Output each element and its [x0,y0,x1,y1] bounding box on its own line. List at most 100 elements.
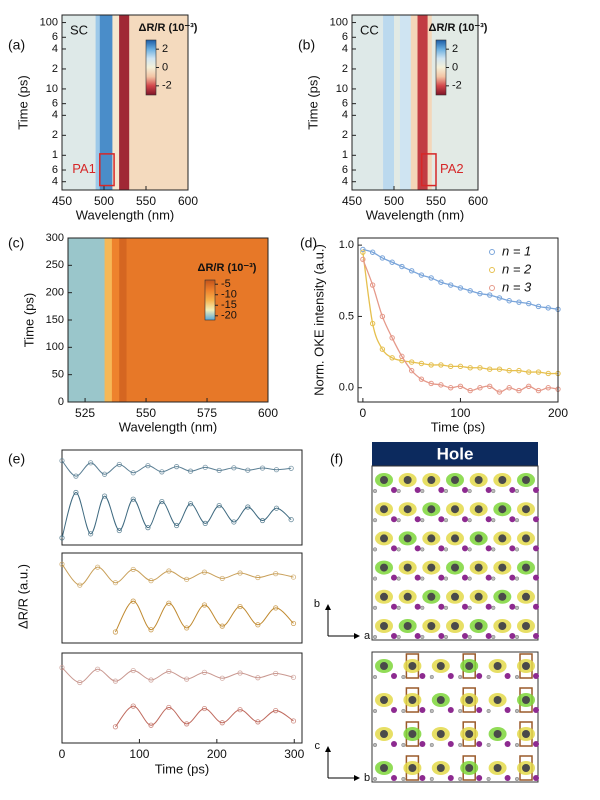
metal-atom [522,563,530,572]
y-tick-label: 100 [40,16,58,28]
halide-atom [476,741,483,747]
colorbar-tick-label: 0 [452,61,458,73]
halide-atom [419,775,426,781]
structure-image: ba [314,465,539,642]
halide-atom [533,741,539,747]
colorbar [435,39,447,96]
halide-atom [533,487,539,493]
colorbar-label: ΔR/R (10⁻³) [139,22,198,34]
light-atom [514,518,520,523]
halide-atom [391,574,397,581]
light-atom [372,605,378,610]
metal-atom [403,505,412,514]
y-tick-label: 6 [342,98,348,110]
data-point [166,600,172,606]
y-tick-label: 6 [52,164,58,176]
plot-frame [61,14,189,191]
light-atom [396,634,401,640]
fit-line [362,259,559,393]
metal-atom [474,592,483,601]
light-atom [467,576,472,581]
x-tick-label: 525 [75,406,95,420]
halide-atom [414,574,421,581]
data-point [130,703,136,709]
heat-column [126,238,269,402]
data-point [130,598,136,604]
y-tick-label: 0.0 [339,382,354,394]
plot-frame [351,14,479,191]
metal-atom [380,476,388,484]
x-tick-label: 200 [548,406,568,420]
structure-frame [371,465,539,641]
data-point [273,505,280,511]
data-point [389,259,395,265]
light-atom [372,547,378,552]
halide-atom [391,673,397,679]
data-point [290,574,297,580]
halide-atom [414,633,421,639]
metal-atom [451,563,459,572]
metal-atom [451,622,459,630]
light-atom [401,674,406,680]
light-atom [443,605,449,610]
light-atom [420,488,425,494]
heat-column [410,15,419,190]
halide-atom [485,516,492,523]
x-tick-label: 600 [178,194,198,208]
light-atom [514,742,520,748]
x-tick-label: 500 [94,194,114,208]
x-axis-label: Wavelength (nm) [366,207,465,222]
halide-atom [391,545,397,552]
data-point [59,561,65,567]
heat-column [111,238,120,402]
arrow-head [354,633,360,639]
light-atom [467,518,472,523]
data-point [219,623,225,629]
halide-atom [391,633,397,639]
heat-column [394,15,401,190]
halide-atom [447,673,454,679]
heat-column [129,15,189,190]
metal-atom [474,622,483,630]
axis-letter: b [364,772,370,784]
data-point [116,527,122,534]
metal-atom [522,622,530,630]
y-axis-label: Norm. OKE intensity (a.u.) [311,244,326,396]
y-tick-label: 2 [52,129,58,141]
metal-atom [380,592,388,601]
light-atom [491,518,496,523]
light-atom [396,488,401,494]
metal-atom [451,476,459,484]
metal-atom [465,730,474,738]
halide-atom [485,574,492,581]
halide-atom [509,633,516,639]
metal-atom [522,592,530,601]
fit-line [362,252,559,375]
y-tick-label: 4 [342,109,348,121]
data-point [369,282,376,288]
halide-atom [476,707,483,713]
light-atom [486,708,491,714]
halide-atom [391,775,397,781]
data-point [201,602,208,608]
metal-atom [427,622,436,630]
heat-column [104,238,113,402]
halide-atom [485,603,492,610]
y-tick-label: 10 [46,83,58,95]
light-atom [458,742,463,748]
metal-atom [493,764,502,772]
colorbar-label: ΔR/R (10⁻³) [429,22,488,34]
light-atom [372,518,378,523]
metal-atom [380,730,388,738]
metal-atom [498,505,507,514]
x-tick-label: 100 [129,747,149,761]
colorbar [145,39,157,96]
light-atom [486,742,491,748]
data-point [187,501,194,507]
fit-line [115,705,294,728]
light-atom [514,576,520,581]
halide-atom [533,673,539,679]
light-atom [491,576,496,581]
light-atom [467,547,472,552]
